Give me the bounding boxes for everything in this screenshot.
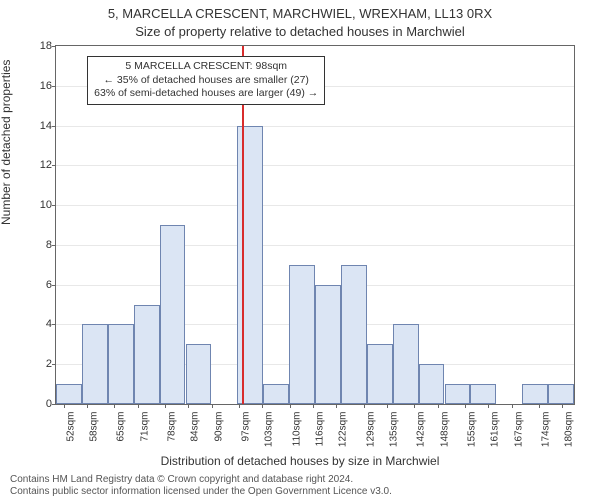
x-tick-mark	[465, 404, 466, 408]
x-tick-mark	[313, 404, 314, 408]
histogram-bar	[522, 384, 548, 404]
x-tick-label: 161sqm	[486, 412, 501, 448]
y-tick-label: 14	[40, 120, 56, 132]
x-tick-mark	[539, 404, 540, 408]
grid-line	[56, 245, 574, 246]
x-tick-label: 174sqm	[536, 412, 551, 448]
x-tick-mark	[138, 404, 139, 408]
x-tick-label: 110sqm	[287, 412, 302, 447]
y-tick-label: 16	[40, 80, 56, 92]
y-tick-label: 18	[40, 40, 56, 52]
plot-area: 02468101214161852sqm58sqm65sqm71sqm78sqm…	[55, 45, 575, 405]
x-axis-label: Distribution of detached houses by size …	[0, 454, 600, 468]
x-tick-label: 103sqm	[260, 412, 275, 448]
x-tick-mark	[87, 404, 88, 408]
x-tick-mark	[165, 404, 166, 408]
y-tick-label: 8	[46, 239, 56, 251]
x-tick-label: 167sqm	[509, 412, 524, 448]
x-tick-mark	[512, 404, 513, 408]
footer-line2: Contains public sector information licen…	[10, 486, 392, 497]
histogram-bar	[367, 344, 393, 404]
histogram-bar	[186, 344, 212, 404]
x-tick-mark	[562, 404, 563, 408]
x-tick-mark	[290, 404, 291, 408]
x-tick-label: 58sqm	[85, 412, 100, 442]
histogram-bar	[134, 305, 160, 404]
histogram-bar	[315, 285, 341, 404]
x-tick-label: 116sqm	[311, 412, 326, 447]
y-tick-label: 4	[46, 318, 56, 330]
info-box-line: ← 35% of detached houses are smaller (27…	[94, 74, 318, 88]
histogram-bar	[445, 384, 471, 404]
histogram-bar	[108, 324, 134, 404]
info-box-line: 63% of semi-detached houses are larger (…	[94, 87, 318, 101]
grid-line	[56, 205, 574, 206]
histogram-bar	[548, 384, 574, 404]
histogram-bar	[160, 225, 186, 404]
x-tick-label: 155sqm	[462, 412, 477, 448]
x-tick-label: 148sqm	[435, 412, 450, 448]
title-main: 5, MARCELLA CRESCENT, MARCHWIEL, WREXHAM…	[0, 6, 600, 21]
x-tick-mark	[364, 404, 365, 408]
y-tick-label: 12	[40, 159, 56, 171]
x-tick-mark	[387, 404, 388, 408]
x-tick-label: 142sqm	[412, 412, 427, 448]
x-tick-label: 84sqm	[186, 412, 201, 442]
x-tick-label: 129sqm	[361, 412, 376, 448]
histogram-bar	[56, 384, 82, 404]
x-tick-label: 97sqm	[237, 412, 252, 442]
x-tick-mark	[188, 404, 189, 408]
title-sub: Size of property relative to detached ho…	[0, 24, 600, 39]
x-tick-mark	[212, 404, 213, 408]
y-tick-label: 2	[46, 358, 56, 370]
histogram-bar	[341, 265, 367, 404]
x-tick-mark	[414, 404, 415, 408]
x-tick-label: 65sqm	[112, 412, 127, 442]
y-tick-label: 10	[40, 199, 56, 211]
x-tick-mark	[438, 404, 439, 408]
histogram-bar	[82, 324, 108, 404]
grid-line	[56, 126, 574, 127]
info-box: 5 MARCELLA CRESCENT: 98sqm← 35% of detac…	[87, 56, 325, 105]
chart-container: 5, MARCELLA CRESCENT, MARCHWIEL, WREXHAM…	[0, 0, 600, 500]
x-tick-label: 71sqm	[135, 412, 150, 442]
histogram-bar	[289, 265, 315, 404]
footer-line1: Contains HM Land Registry data © Crown c…	[10, 474, 353, 485]
x-tick-mark	[239, 404, 240, 408]
histogram-bar	[263, 384, 289, 404]
x-tick-label: 180sqm	[560, 412, 575, 448]
x-tick-label: 78sqm	[163, 412, 178, 442]
histogram-bar	[470, 384, 496, 404]
x-tick-mark	[64, 404, 65, 408]
histogram-bar	[393, 324, 419, 404]
y-tick-label: 6	[46, 279, 56, 291]
x-tick-mark	[488, 404, 489, 408]
y-axis-label: Number of detached properties	[0, 60, 13, 225]
info-box-line: 5 MARCELLA CRESCENT: 98sqm	[94, 60, 318, 74]
histogram-bar	[419, 364, 445, 404]
x-tick-label: 122sqm	[334, 412, 349, 448]
footer-note: Contains HM Land Registry data © Crown c…	[10, 474, 590, 497]
grid-line	[56, 165, 574, 166]
x-tick-label: 90sqm	[209, 412, 224, 442]
x-tick-mark	[114, 404, 115, 408]
x-tick-label: 135sqm	[385, 412, 400, 448]
x-tick-label: 52sqm	[61, 412, 76, 442]
x-tick-mark	[262, 404, 263, 408]
y-tick-label: 0	[46, 398, 56, 410]
x-tick-mark	[336, 404, 337, 408]
